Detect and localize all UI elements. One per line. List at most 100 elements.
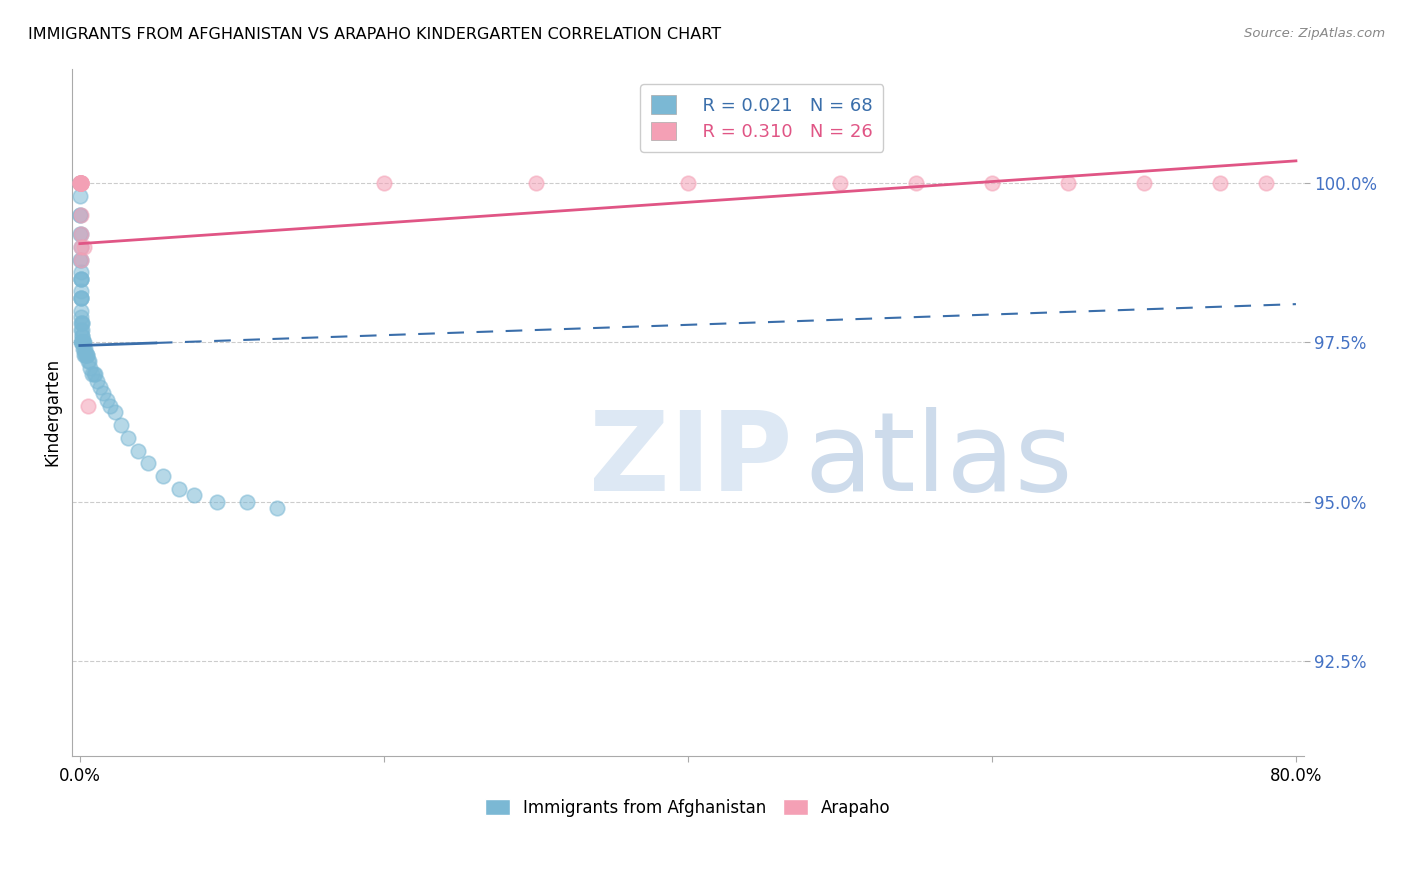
Point (79, 360, 101, 375)
Point (73, 348, 96, 362)
Point (266, 500, 288, 515)
Point (69, 176, 91, 190)
Point (86, 374, 108, 388)
Text: atlas: atlas (804, 407, 1073, 514)
Legend: Immigrants from Afghanistan, Arapaho: Immigrants from Afghanistan, Arapaho (478, 792, 897, 823)
Point (89, 380, 111, 394)
Point (77, 399, 100, 413)
Point (70, 335, 93, 350)
Point (70, 252, 93, 267)
Point (76, 348, 98, 362)
Point (77, 354, 100, 368)
Point (73, 335, 96, 350)
Point (70, 323, 93, 337)
Point (69, 252, 91, 267)
Point (69, 227, 91, 241)
Point (70, 291, 93, 305)
Point (236, 494, 259, 508)
Point (136, 456, 159, 470)
Point (127, 443, 149, 458)
Y-axis label: Kindergarten: Kindergarten (44, 359, 60, 467)
Point (72, 335, 94, 350)
Point (69, 265, 91, 279)
Point (104, 405, 127, 419)
Point (72, 335, 94, 350)
Point (69, 271, 91, 285)
Point (72, 335, 94, 350)
Point (980, 176, 1002, 190)
Point (70, 323, 93, 337)
Point (69, 176, 91, 190)
Point (72, 335, 94, 350)
Point (70, 271, 93, 285)
Point (152, 469, 174, 483)
Point (69, 227, 91, 241)
Point (117, 431, 139, 445)
Point (373, 176, 395, 190)
Point (69, 252, 91, 267)
Point (69, 176, 91, 190)
Point (84, 367, 107, 381)
Point (73, 342, 96, 356)
Text: ZIP: ZIP (589, 407, 793, 514)
Point (70, 176, 93, 190)
Point (70, 329, 93, 343)
Point (70, 227, 93, 241)
Point (91, 386, 114, 401)
Point (69, 240, 91, 254)
Point (70, 303, 93, 318)
Point (69, 176, 91, 190)
Point (69, 176, 91, 190)
Point (75, 348, 97, 362)
Point (72, 342, 94, 356)
Point (77, 354, 100, 368)
Point (83, 367, 105, 381)
Point (524, 176, 547, 190)
Point (69, 189, 91, 203)
Point (72, 335, 94, 350)
Point (1057, 176, 1080, 190)
Point (183, 488, 205, 502)
Point (69, 176, 91, 190)
Point (69, 176, 91, 190)
Point (96, 392, 118, 407)
Point (70, 335, 93, 350)
Point (1254, 176, 1277, 190)
Point (98, 399, 121, 413)
Point (70, 285, 93, 299)
Point (828, 176, 851, 190)
Point (110, 418, 132, 433)
Point (167, 482, 190, 496)
Point (904, 176, 927, 190)
Point (70, 316, 93, 330)
Point (70, 335, 93, 350)
Point (73, 240, 96, 254)
Point (70, 310, 93, 324)
Point (69, 208, 91, 222)
Point (69, 176, 91, 190)
Point (69, 176, 91, 190)
Point (676, 176, 699, 190)
Point (70, 271, 93, 285)
Point (70, 316, 93, 330)
Point (205, 494, 228, 508)
Point (75, 348, 97, 362)
Point (70, 329, 93, 343)
Point (73, 342, 96, 356)
Point (76, 348, 98, 362)
Point (70, 291, 93, 305)
Point (1209, 176, 1232, 190)
Point (1133, 176, 1156, 190)
Point (72, 335, 94, 350)
Point (70, 335, 93, 350)
Text: Source: ZipAtlas.com: Source: ZipAtlas.com (1244, 27, 1385, 40)
Point (70, 240, 93, 254)
Point (70, 176, 93, 190)
Point (69, 208, 91, 222)
Point (70, 335, 93, 350)
Point (70, 291, 93, 305)
Point (70, 208, 93, 222)
Point (80, 367, 103, 381)
Text: IMMIGRANTS FROM AFGHANISTAN VS ARAPAHO KINDERGARTEN CORRELATION CHART: IMMIGRANTS FROM AFGHANISTAN VS ARAPAHO K… (28, 27, 721, 42)
Point (70, 316, 93, 330)
